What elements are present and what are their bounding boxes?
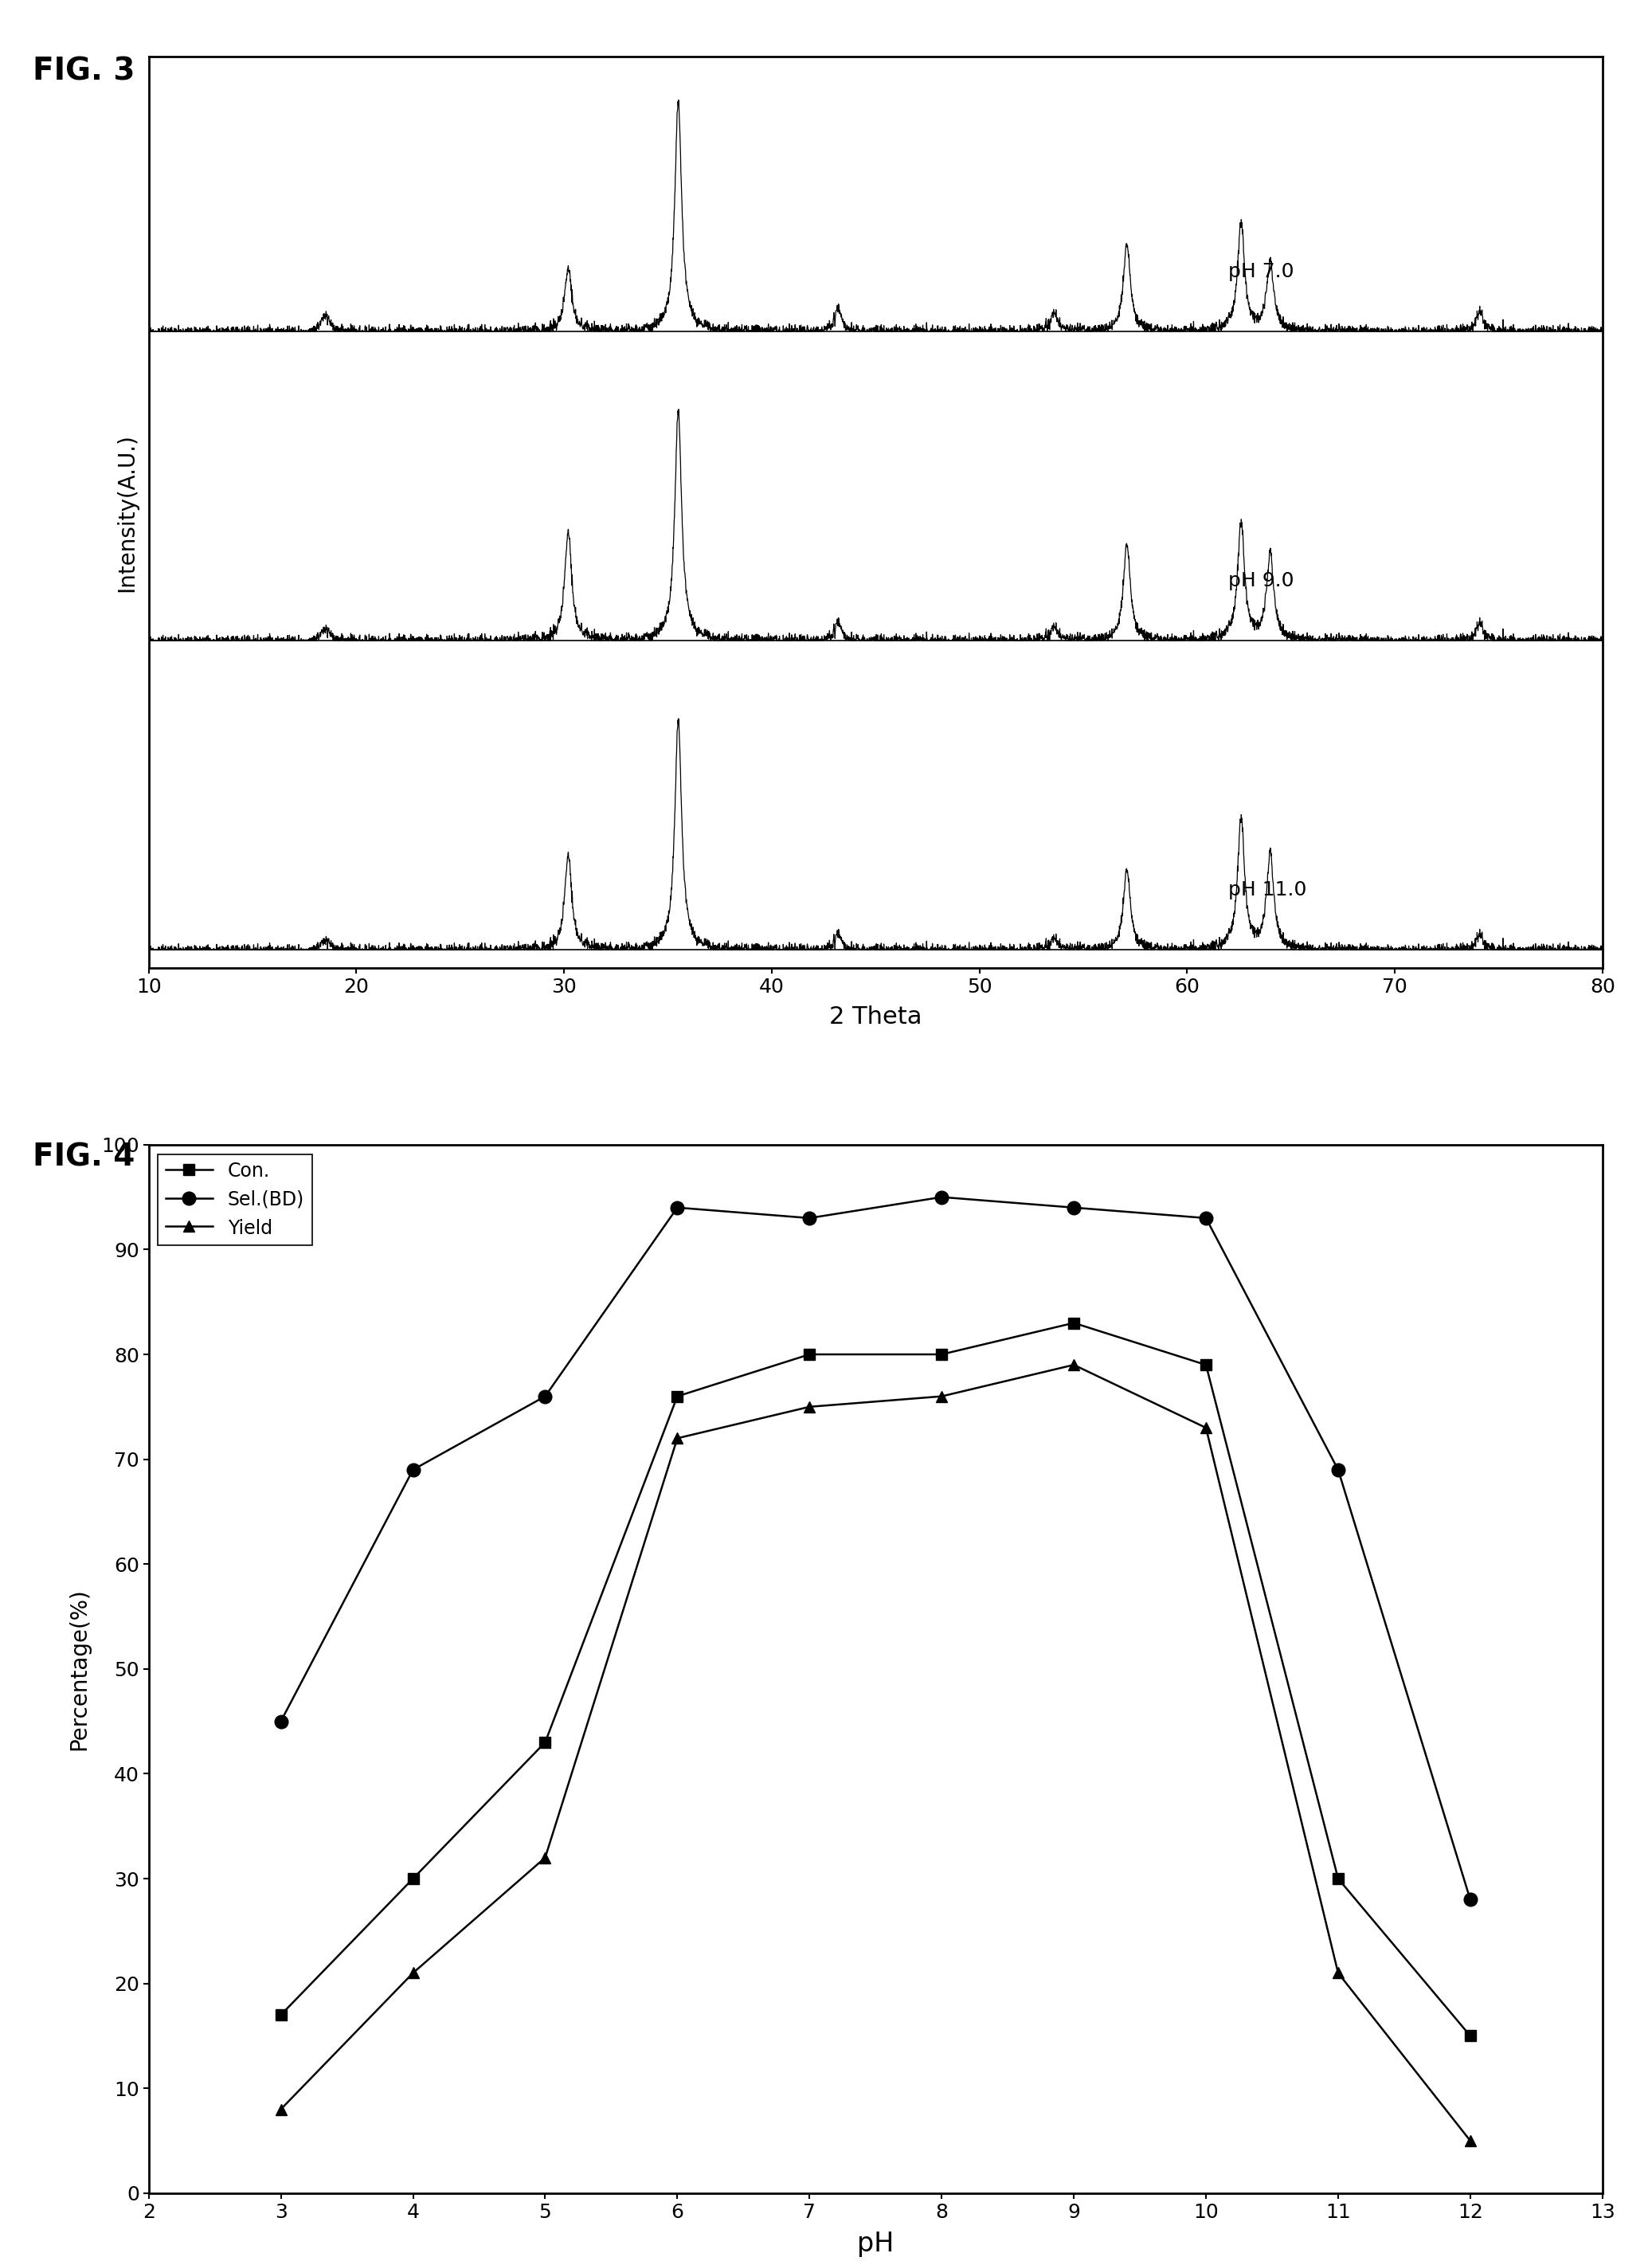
Yield <box>1196 1413 1216 1440</box>
Text: pH 7.0: pH 7.0 <box>1229 262 1294 280</box>
X-axis label: pH: pH <box>857 2232 894 2256</box>
Sel.(BD) <box>535 1384 555 1411</box>
Line: Con.: Con. <box>276 1318 1475 2042</box>
Line: Yield: Yield <box>276 1359 1475 2146</box>
Yield <box>932 1384 952 1411</box>
Con. <box>667 1384 687 1411</box>
Sel.(BD) <box>403 1456 423 1483</box>
Yield <box>1328 1960 1348 1987</box>
Text: pH 11.0: pH 11.0 <box>1229 880 1307 900</box>
Line: Sel.(BD): Sel.(BD) <box>274 1192 1477 1906</box>
Con. <box>800 1341 819 1368</box>
Con. <box>1460 2021 1480 2048</box>
Yield <box>403 1960 423 1987</box>
Text: FIG. 4: FIG. 4 <box>33 1142 135 1171</box>
Sel.(BD) <box>1460 1886 1480 1913</box>
Sel.(BD) <box>932 1183 952 1210</box>
Con. <box>271 2001 291 2028</box>
Yield <box>1064 1352 1084 1379</box>
Con. <box>932 1341 952 1368</box>
Sel.(BD) <box>271 1707 291 1734</box>
Sel.(BD) <box>1196 1205 1216 1232</box>
Con. <box>1328 1865 1348 1892</box>
Sel.(BD) <box>1064 1194 1084 1221</box>
Sel.(BD) <box>800 1205 819 1232</box>
Yield <box>535 1845 555 1872</box>
Sel.(BD) <box>667 1194 687 1221</box>
Con. <box>1196 1352 1216 1379</box>
Con. <box>403 1865 423 1892</box>
Text: FIG. 3: FIG. 3 <box>33 57 135 86</box>
Sel.(BD) <box>1328 1456 1348 1483</box>
Con. <box>535 1730 555 1757</box>
Con. <box>1064 1309 1084 1336</box>
Yield <box>800 1393 819 1420</box>
Yield <box>271 2096 291 2123</box>
Yield <box>1460 2128 1480 2155</box>
Yield <box>667 1424 687 1452</box>
Y-axis label: Intensity(A.U.): Intensity(A.U.) <box>116 434 137 592</box>
Legend: Con., Sel.(BD), Yield: Con., Sel.(BD), Yield <box>159 1153 312 1246</box>
Text: pH 9.0: pH 9.0 <box>1229 572 1294 590</box>
Y-axis label: Percentage(%): Percentage(%) <box>68 1587 91 1750</box>
X-axis label: 2 Theta: 2 Theta <box>829 1006 922 1029</box>
